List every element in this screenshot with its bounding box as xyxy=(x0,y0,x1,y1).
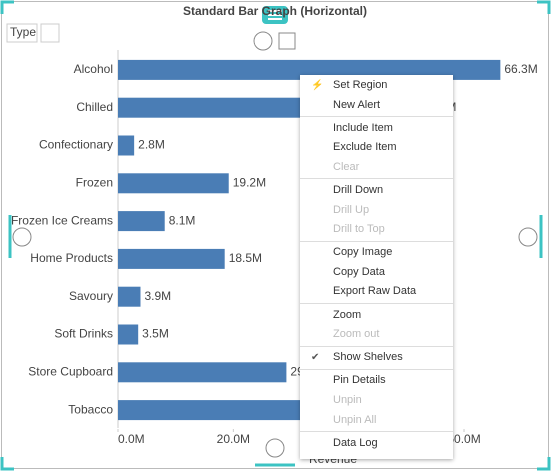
y-tick-label: Frozen Ice Creams xyxy=(11,213,113,227)
bolt-icon: ⚡ xyxy=(311,80,324,91)
y-tick-label: Alcohol xyxy=(74,62,113,76)
x-tick-label: 60.0M xyxy=(447,432,480,446)
type-button[interactable] xyxy=(6,23,38,43)
value-label: 3.5M xyxy=(142,327,169,341)
menu-item[interactable]: Copy Image xyxy=(300,243,453,263)
x-tick-label: 0.0M xyxy=(118,432,145,446)
menu-item-label: Data Log xyxy=(333,436,378,449)
bar xyxy=(118,135,135,156)
menu-item: Zoom out xyxy=(300,325,453,345)
menu-item-label: Export Raw Data xyxy=(333,285,417,298)
menu-item-label: Drill Up xyxy=(333,203,370,216)
y-tick-label: Tobacco xyxy=(68,402,113,416)
value-label: 8.1M xyxy=(169,213,196,227)
x-tick-label: 20.0M xyxy=(217,432,250,446)
bar xyxy=(118,324,139,345)
menu-item[interactable]: Exclude Item xyxy=(300,138,453,158)
bar xyxy=(118,362,287,383)
menu-item[interactable]: Set Region ⚡ xyxy=(300,76,453,96)
y-tick-label: Chilled xyxy=(76,100,113,114)
menu-separator xyxy=(300,368,453,370)
menu-item: Unpin All xyxy=(300,411,453,431)
menu-separator xyxy=(300,178,453,180)
menu-separator xyxy=(300,240,453,242)
menu-item-label: Drill to Top xyxy=(333,223,385,236)
context-menu: Set Region ⚡ New Alert Include Item Exclude … xyxy=(300,75,453,460)
menu-item-label: Clear xyxy=(333,160,360,173)
menu-item-label: Show Shelves xyxy=(333,351,403,364)
menu-item: Unpin xyxy=(300,391,453,411)
menu-item[interactable]: Pin Details xyxy=(300,371,453,391)
menu-item[interactable]: Show Shelves ✔ xyxy=(300,348,453,368)
menu-item-label: Drill Down xyxy=(333,183,384,196)
value-label: 19.2M xyxy=(233,175,266,189)
menu-separator xyxy=(300,116,453,118)
menu-separator xyxy=(300,345,453,347)
menu-item-label: Zoom out xyxy=(333,328,380,341)
check-icon: ✔ xyxy=(311,352,320,364)
menu-item-label: Copy Image xyxy=(333,246,393,259)
menu-item[interactable]: Drill Down xyxy=(300,181,453,201)
bar xyxy=(118,211,165,232)
menu-item-label: New Alert xyxy=(333,98,381,111)
bar xyxy=(118,286,141,307)
menu-separator xyxy=(300,431,453,433)
menu-item-label: Pin Details xyxy=(333,374,386,387)
menu-item: Drill Up xyxy=(300,201,453,221)
y-tick-label: Soft Drinks xyxy=(54,327,113,341)
type-button-label: Type xyxy=(10,25,36,39)
value-label: 2.8M xyxy=(138,138,165,152)
bar xyxy=(118,59,501,80)
y-tick-label: Confectionary xyxy=(39,138,113,152)
menu-item-label: Exclude Item xyxy=(333,141,397,154)
menu-item[interactable]: Zoom xyxy=(300,306,453,326)
right-handle[interactable] xyxy=(518,227,538,247)
menu-item[interactable]: Include Item xyxy=(300,119,453,139)
bar xyxy=(118,400,338,421)
menu-item-label: Set Region xyxy=(333,79,388,91)
value-label: 3.9M xyxy=(144,289,171,303)
menu-item[interactable]: Data Log xyxy=(300,434,453,454)
bottom-handle[interactable] xyxy=(265,438,285,458)
expand-button[interactable] xyxy=(278,32,296,50)
menu-item: Drill to Top xyxy=(300,220,453,240)
menu-item-label: Zoom xyxy=(333,308,362,321)
bar xyxy=(118,173,229,194)
y-tick-label: Frozen xyxy=(76,175,113,189)
menu-item-label: Unpin xyxy=(333,393,362,406)
value-label: 18.5M xyxy=(229,251,262,265)
left-handle[interactable] xyxy=(12,227,32,247)
menu-item[interactable]: Export Raw Data xyxy=(300,282,453,302)
y-tick-label: Savoury xyxy=(69,289,113,303)
menu-item[interactable]: Copy Data xyxy=(300,263,453,283)
sort-button[interactable] xyxy=(253,31,273,51)
menu-item-label: Include Item xyxy=(333,121,393,134)
y-tick-label: Home Products xyxy=(30,251,113,265)
hamburger-icon xyxy=(268,10,282,20)
chart-title: Standard Bar Graph (Horizontal) xyxy=(183,4,367,18)
value-label: 66.3M xyxy=(504,62,537,76)
bar xyxy=(118,248,225,269)
scatter-icon-button[interactable] xyxy=(40,23,60,43)
menu-separator xyxy=(300,303,453,305)
menu-item-label: Unpin All xyxy=(333,413,377,426)
y-tick-label: Store Cupboard xyxy=(28,364,113,378)
menu-item-label: Copy Data xyxy=(333,265,385,278)
menu-item: Clear xyxy=(300,158,453,178)
menu-item[interactable]: New Alert xyxy=(300,96,453,116)
